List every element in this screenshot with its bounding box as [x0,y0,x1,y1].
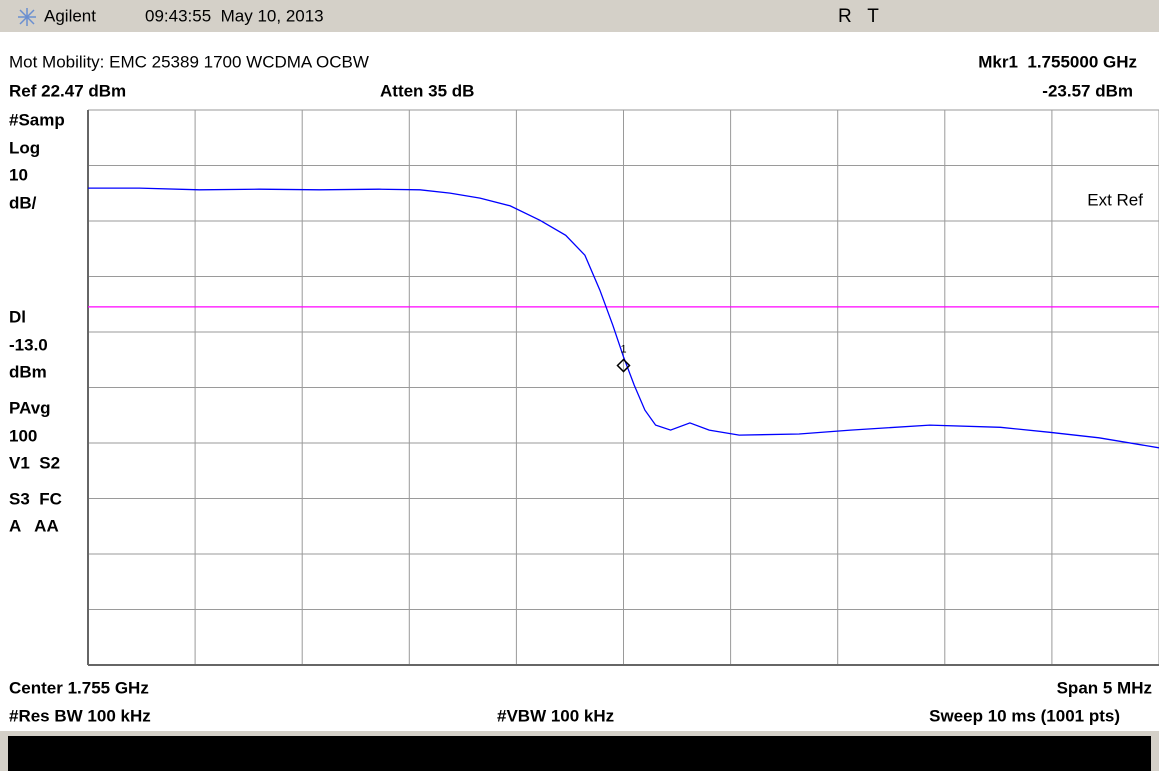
title: Mot Mobility: EMC 25389 1700 WCDMA OCBW [9,52,369,71]
side-label: dBm [9,362,47,381]
side-label: PAvg [9,398,51,417]
side-label: V1 S2 [9,453,60,472]
marker-readout: Mkr1 1.755000 GHz [978,52,1137,71]
trace [88,187,1159,449]
attenuation: Atten 35 dB [380,81,474,100]
header-bar [0,0,1159,32]
side-label: 100 [9,426,37,445]
vbw: #VBW 100 kHz [497,706,614,725]
agilent-logo [18,8,36,26]
span: Span 5 MHz [1057,678,1152,697]
datetime: 09:43:55 May 10, 2013 [145,6,324,25]
side-label: Dl [9,307,26,326]
status: R T [838,6,879,27]
side-label: #Samp [9,110,65,129]
marker-value: -23.57 dBm [1042,81,1133,100]
ext-ref: Ext Ref [1087,190,1143,209]
plot: 1 [87,109,1159,666]
brand: Agilent [44,6,96,25]
side-label: S3 FC [9,489,62,508]
rbw: #Res BW 100 kHz [9,706,151,725]
side-label: A AA [9,516,59,535]
display-line-label: -13.0 [9,335,48,354]
center-freq: Center 1.755 GHz [9,678,149,697]
marker-number: 1 [620,343,626,355]
sweep: Sweep 10 ms (1001 pts) [929,706,1120,725]
marker-diamond [616,358,631,373]
side-label: 10 [9,165,28,184]
side-label: Log [9,138,40,157]
status-bar [8,736,1151,771]
side-label: dB/ [9,193,37,212]
ref-level: Ref 22.47 dBm [9,81,126,100]
